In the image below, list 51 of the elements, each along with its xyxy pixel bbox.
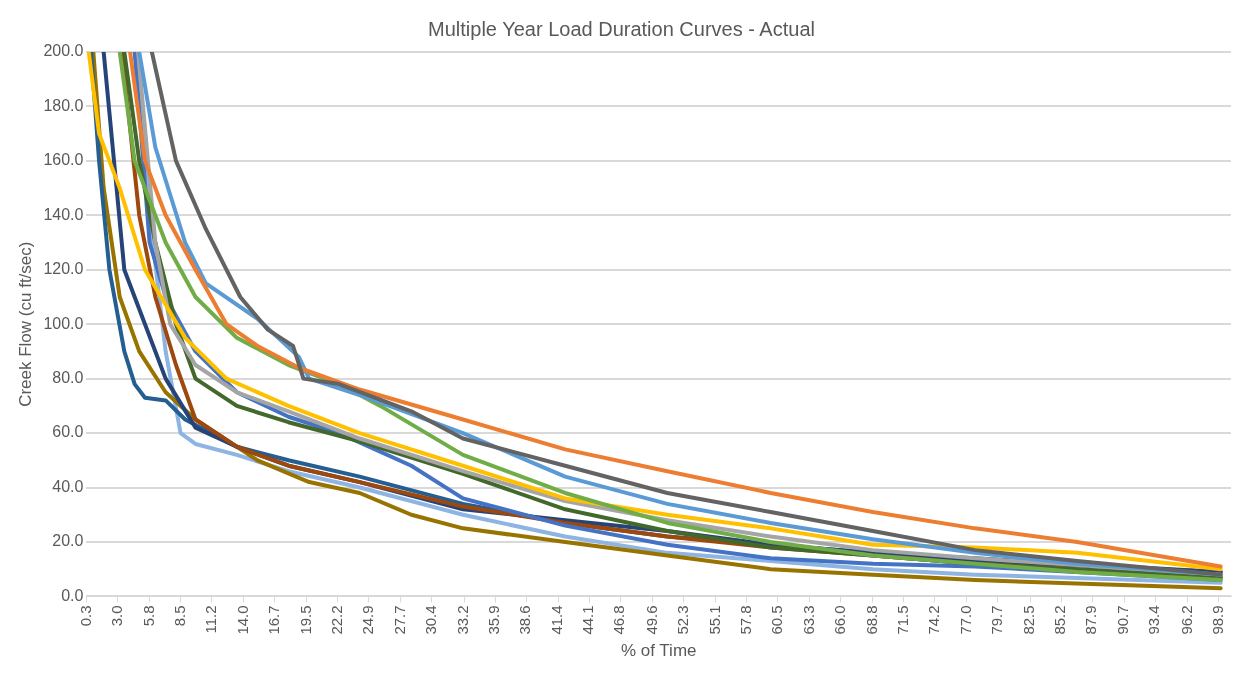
- y-axis-title: Creek Flow (cu ft/sec): [15, 241, 35, 407]
- x-tick-label: 77.0: [957, 605, 975, 635]
- x-tick-label: 30.4: [422, 605, 440, 635]
- x-tick-label: 38.6: [516, 605, 534, 635]
- x-tick-label: 16.7: [264, 605, 282, 635]
- x-tick-label: 82.5: [1020, 605, 1038, 635]
- x-tick-label: 63.3: [799, 605, 817, 635]
- x-tick-label: 3.0: [107, 605, 125, 627]
- y-tick-label: 100.0: [43, 314, 84, 332]
- x-tick-label: 14.0: [233, 605, 251, 635]
- x-tick-label: 8.5: [170, 605, 188, 627]
- y-tick-label: 80.0: [52, 369, 84, 387]
- x-tick-label: 68.8: [862, 605, 880, 635]
- x-tick-label: 87.9: [1082, 605, 1100, 635]
- y-tick-label: 160.0: [43, 151, 84, 169]
- x-tick-label: 93.4: [1145, 605, 1163, 635]
- x-tick-label: 44.1: [579, 605, 597, 635]
- x-tick-label: 35.9: [485, 605, 503, 635]
- x-tick-label: 24.9: [358, 605, 376, 635]
- y-tick-label: 60.0: [52, 423, 84, 441]
- x-tick-label: 85.2: [1051, 605, 1069, 635]
- x-tick-label: 79.7: [988, 605, 1006, 635]
- x-tick-label: 52.3: [673, 605, 691, 635]
- x-tick-label: 98.9: [1208, 605, 1226, 635]
- y-tick-label: 120.0: [43, 260, 84, 278]
- y-tick-label: 140.0: [43, 205, 84, 223]
- x-tick-label: 46.8: [610, 605, 628, 635]
- x-tick-label: 27.7: [391, 605, 409, 635]
- chart-title: Multiple Year Load Duration Curves - Actual: [428, 17, 815, 40]
- x-tick-label: 74.2: [924, 605, 942, 635]
- x-tick-label: 71.5: [893, 605, 911, 635]
- x-tick-label: 66.0: [830, 605, 848, 635]
- y-tick-label: 0.0: [61, 586, 84, 604]
- x-tick-label: 41.4: [548, 605, 566, 635]
- y-tick-label: 20.0: [52, 532, 84, 550]
- x-tick-label: 55.1: [705, 605, 723, 635]
- x-tick-label: 0.3: [76, 605, 94, 627]
- y-tick-label: 40.0: [52, 477, 84, 495]
- x-tick-label: 33.2: [454, 605, 472, 635]
- x-axis-title: % of Time: [620, 641, 697, 661]
- x-tick-label: 96.2: [1177, 605, 1195, 635]
- x-tick-label: 22.2: [327, 605, 345, 635]
- y-tick-label: 200.0: [43, 42, 84, 60]
- x-tick-label: 90.7: [1114, 605, 1132, 635]
- x-tick-label: 57.8: [736, 605, 754, 635]
- x-tick-label: 60.5: [767, 605, 785, 635]
- x-tick-label: 49.6: [642, 605, 660, 635]
- x-tick-label: 19.5: [297, 605, 314, 635]
- x-tick-label: 11.2: [201, 605, 219, 634]
- y-tick-label: 180.0: [43, 96, 84, 114]
- x-tick-label: 5.8: [139, 605, 157, 627]
